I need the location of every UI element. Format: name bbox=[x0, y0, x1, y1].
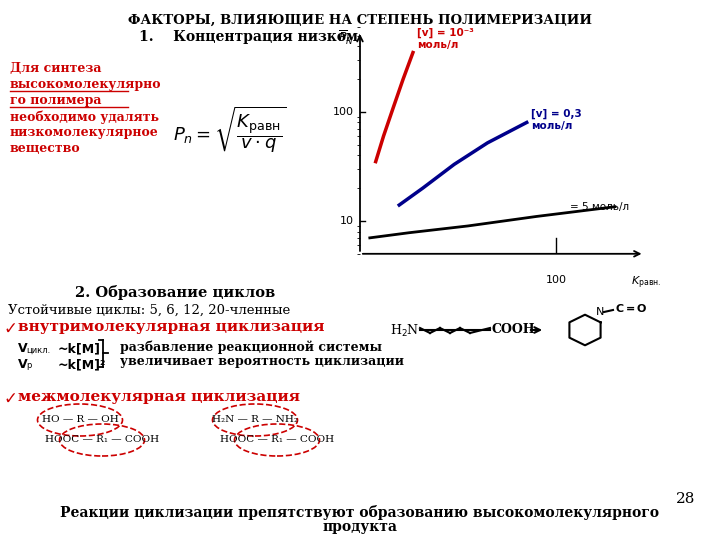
Text: N: N bbox=[596, 307, 604, 317]
Text: высокомолекулярно: высокомолекулярно bbox=[10, 78, 161, 91]
Text: H$_2$N: H$_2$N bbox=[390, 323, 420, 339]
Text: COOH: COOH bbox=[492, 323, 536, 336]
Text: необходимо удалять: необходимо удалять bbox=[10, 110, 159, 124]
Text: межмолекулярная циклизация: межмолекулярная циклизация bbox=[18, 390, 300, 404]
Text: HO — R — OH: HO — R — OH bbox=[42, 415, 118, 424]
Text: Устойчивые циклы: 5, 6, 12, 20-членные: Устойчивые циклы: 5, 6, 12, 20-членные bbox=[8, 304, 290, 317]
Text: ~k[M]: ~k[M] bbox=[58, 342, 101, 355]
Text: 100: 100 bbox=[333, 107, 354, 117]
Text: = 5 моль/л: = 5 моль/л bbox=[570, 202, 629, 212]
Text: ~k[M]²: ~k[M]² bbox=[58, 358, 107, 371]
Text: р: р bbox=[26, 361, 32, 370]
Text: продукта: продукта bbox=[323, 520, 397, 534]
Text: 28: 28 bbox=[675, 492, 695, 506]
Text: Реакции циклизации препятствуют образованию высокомолекулярного: Реакции циклизации препятствуют образова… bbox=[60, 505, 660, 520]
Text: ФАКТОРЫ, ВЛИЯЮЩИЕ НА СТЕПЕНЬ ПОЛИМЕРИЗАЦИИ: ФАКТОРЫ, ВЛИЯЮЩИЕ НА СТЕПЕНЬ ПОЛИМЕРИЗАЦ… bbox=[128, 14, 592, 27]
Text: 1.    Концентрация низкомолекулярного вещества (v): 1. Концентрация низкомолекулярного вещес… bbox=[139, 30, 581, 44]
Text: 2. Образование циклов: 2. Образование циклов bbox=[75, 285, 275, 300]
Text: внутримолекулярная циклизация: внутримолекулярная циклизация bbox=[18, 320, 325, 334]
Text: низкомолекулярное: низкомолекулярное bbox=[10, 126, 158, 139]
Text: [v] = 10⁻³
моль/л: [v] = 10⁻³ моль/л bbox=[417, 28, 474, 50]
Text: 10: 10 bbox=[340, 216, 354, 226]
Text: ✓: ✓ bbox=[4, 320, 18, 338]
Text: [v] = 0,3
моль/л: [v] = 0,3 моль/л bbox=[531, 109, 581, 131]
Text: $K_{\rm равн.}$: $K_{\rm равн.}$ bbox=[631, 275, 661, 292]
Text: цикл.: цикл. bbox=[26, 346, 50, 355]
Text: V: V bbox=[18, 358, 27, 371]
Text: HOOC — R₁ — COOH: HOOC — R₁ — COOH bbox=[45, 435, 159, 444]
Text: HOOC — R₁ — COOH: HOOC — R₁ — COOH bbox=[220, 435, 334, 444]
Text: H₂N — R — NH₂: H₂N — R — NH₂ bbox=[212, 415, 298, 424]
Text: го полимера: го полимера bbox=[10, 94, 102, 107]
Text: разбавление реакционной системы
увеличивает вероятность циклизации: разбавление реакционной системы увеличив… bbox=[120, 340, 404, 368]
Text: ✓: ✓ bbox=[4, 390, 18, 408]
Text: $P_n = \sqrt{\dfrac{K_{\rm равн}}{v \cdot q}}$: $P_n = \sqrt{\dfrac{K_{\rm равн}}{v \cdo… bbox=[173, 104, 287, 156]
Text: $\mathregular{\bf C{=}O}$: $\mathregular{\bf C{=}O}$ bbox=[615, 302, 648, 314]
Text: V: V bbox=[18, 342, 27, 355]
Text: 100: 100 bbox=[546, 275, 567, 285]
Text: $\overline{P}_N$: $\overline{P}_N$ bbox=[338, 29, 354, 46]
Text: вещество: вещество bbox=[10, 142, 81, 155]
Text: Для синтеза: Для синтеза bbox=[10, 62, 102, 75]
